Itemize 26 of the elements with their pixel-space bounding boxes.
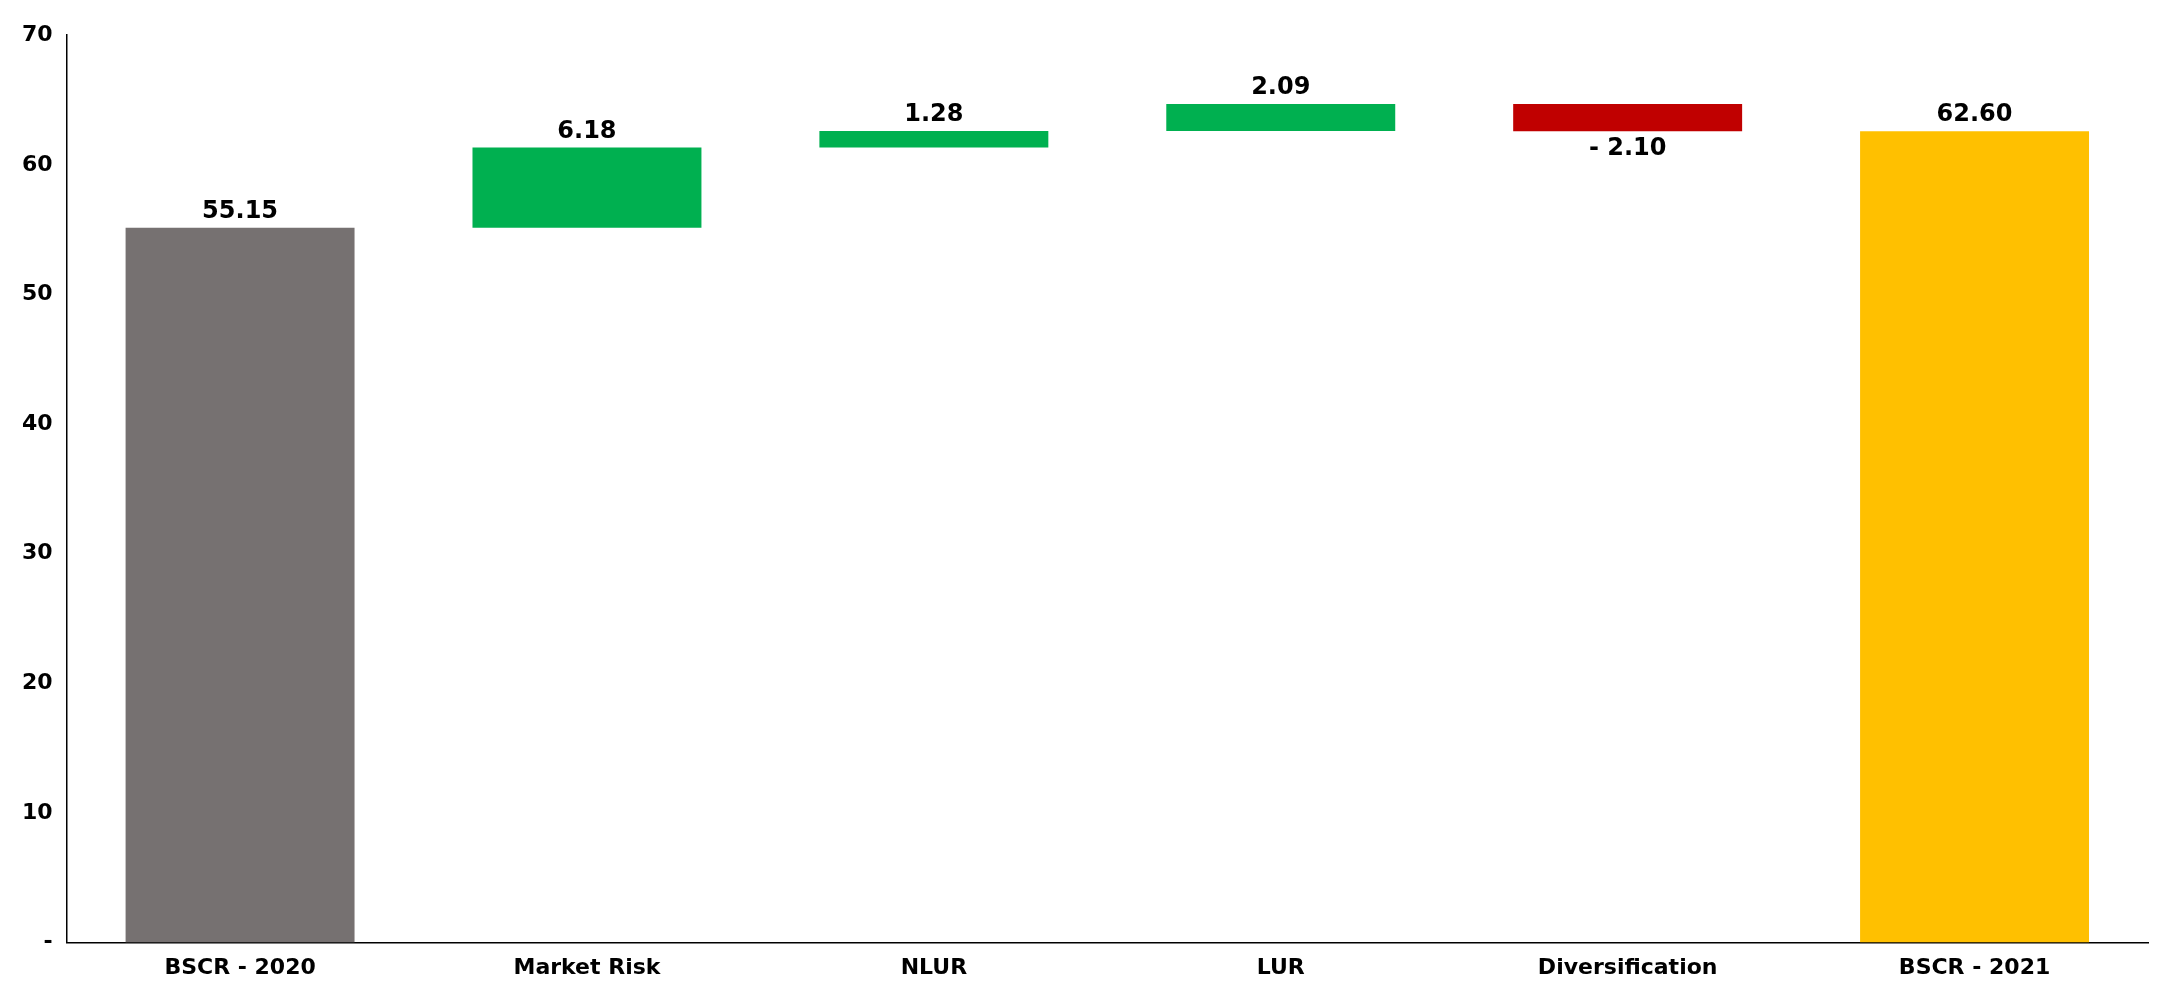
x-tick-label: LUR <box>1256 953 1305 979</box>
y-tick-label: 70 <box>21 20 53 46</box>
bar <box>1860 131 2090 943</box>
y-tick-label: 40 <box>21 409 53 435</box>
x-tick-label: Market Risk <box>513 953 662 979</box>
data-label: 2.09 <box>1251 72 1311 101</box>
x-tick-label: BSCR - 2021 <box>1898 953 2051 979</box>
y-tick-label: 60 <box>21 150 53 176</box>
y-tick-label: 10 <box>21 798 53 824</box>
x-tick-label: Diversification <box>1537 953 1718 979</box>
data-label: 1.28 <box>904 99 964 128</box>
data-label: 62.60 <box>1936 99 2013 128</box>
x-tick-label: NLUR <box>900 953 968 979</box>
bar <box>1166 103 1396 131</box>
data-label: - 2.10 <box>1588 133 1667 162</box>
data-label: 6.18 <box>557 115 617 144</box>
y-tick-label: 20 <box>21 669 53 695</box>
bar <box>819 131 1049 148</box>
bar <box>125 227 355 943</box>
x-tick-label: BSCR - 2020 <box>164 953 316 979</box>
bar <box>1513 103 1743 132</box>
y-tick-label: 50 <box>21 280 53 306</box>
y-tick-label: 30 <box>21 539 53 565</box>
bar <box>472 147 702 228</box>
y-tick-label: - <box>43 928 53 954</box>
data-label: 55.15 <box>202 195 279 224</box>
